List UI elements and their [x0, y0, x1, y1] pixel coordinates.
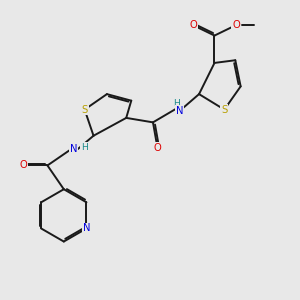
Text: O: O [189, 20, 197, 30]
Text: H: H [173, 98, 180, 107]
Text: S: S [221, 105, 227, 115]
Text: N: N [83, 224, 90, 233]
Text: O: O [232, 20, 240, 30]
Text: H: H [81, 143, 88, 152]
Text: S: S [82, 105, 88, 115]
Text: N: N [70, 144, 77, 154]
Text: O: O [20, 160, 28, 170]
Text: N: N [176, 106, 184, 116]
Text: O: O [154, 142, 161, 153]
